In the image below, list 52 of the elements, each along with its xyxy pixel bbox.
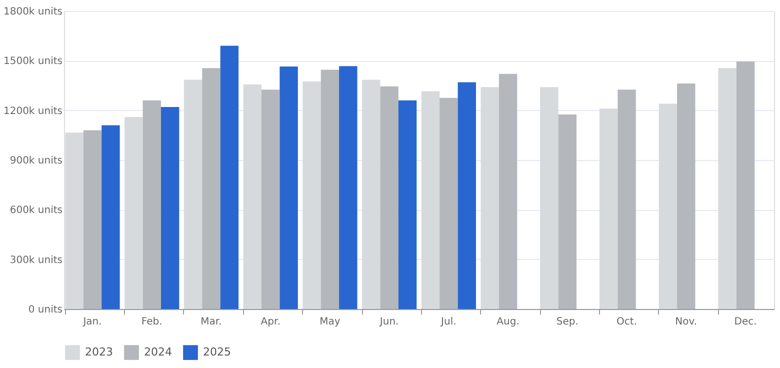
bar	[458, 82, 476, 309]
bar	[362, 80, 380, 309]
bar	[736, 61, 755, 309]
bar	[261, 90, 280, 309]
x-tick-label: Apr.	[260, 316, 280, 328]
bar	[124, 116, 143, 309]
x-tick-label: Sep.	[556, 316, 578, 328]
bar	[677, 84, 696, 309]
x-tick-label: May	[320, 316, 340, 328]
bar	[142, 100, 161, 309]
x-tick-label: Mar.	[200, 316, 222, 328]
bar	[202, 68, 220, 309]
bar	[658, 104, 678, 309]
x-tick-label: Jul.	[440, 316, 456, 328]
legend-label: 2023	[85, 346, 113, 359]
y-tick-label: 900k units	[10, 156, 62, 166]
y-tick-label: 1800k units	[3, 6, 62, 18]
bar	[83, 130, 102, 309]
y-tick-label: 600k units	[10, 205, 62, 216]
bar	[618, 90, 636, 309]
bar	[380, 86, 398, 309]
bar	[302, 81, 321, 309]
legend-label: 2025	[203, 346, 231, 359]
x-tick-label: Oct.	[616, 316, 638, 328]
x-tick-label: Aug.	[496, 316, 520, 328]
x-tick-label: Feb.	[141, 316, 162, 328]
bar	[718, 68, 736, 309]
bar	[339, 66, 358, 309]
y-tick-label: 1500k units	[3, 56, 62, 68]
bar	[160, 107, 180, 309]
x-tick-label: Dec.	[734, 316, 757, 328]
y-tick-label: 1200k units	[3, 106, 62, 117]
x-tick-label: Jun.	[378, 316, 399, 328]
legend-label: 2024	[144, 346, 172, 359]
bar	[280, 66, 298, 309]
y-tick-label: 0 units	[28, 304, 62, 316]
bar	[184, 80, 202, 309]
bar	[480, 87, 499, 309]
bar	[558, 114, 577, 309]
bar	[421, 91, 440, 309]
bar	[102, 125, 120, 309]
bar	[440, 98, 458, 309]
bar	[540, 87, 558, 309]
bar	[320, 70, 340, 309]
bar	[599, 108, 618, 309]
bar	[398, 100, 417, 309]
x-tick-label: Nov.	[675, 316, 698, 328]
bar	[498, 74, 518, 309]
y-tick-label: 300k units	[10, 254, 62, 266]
bar	[220, 46, 239, 309]
x-tick-label: Jan.	[82, 316, 102, 328]
bar	[243, 84, 262, 309]
